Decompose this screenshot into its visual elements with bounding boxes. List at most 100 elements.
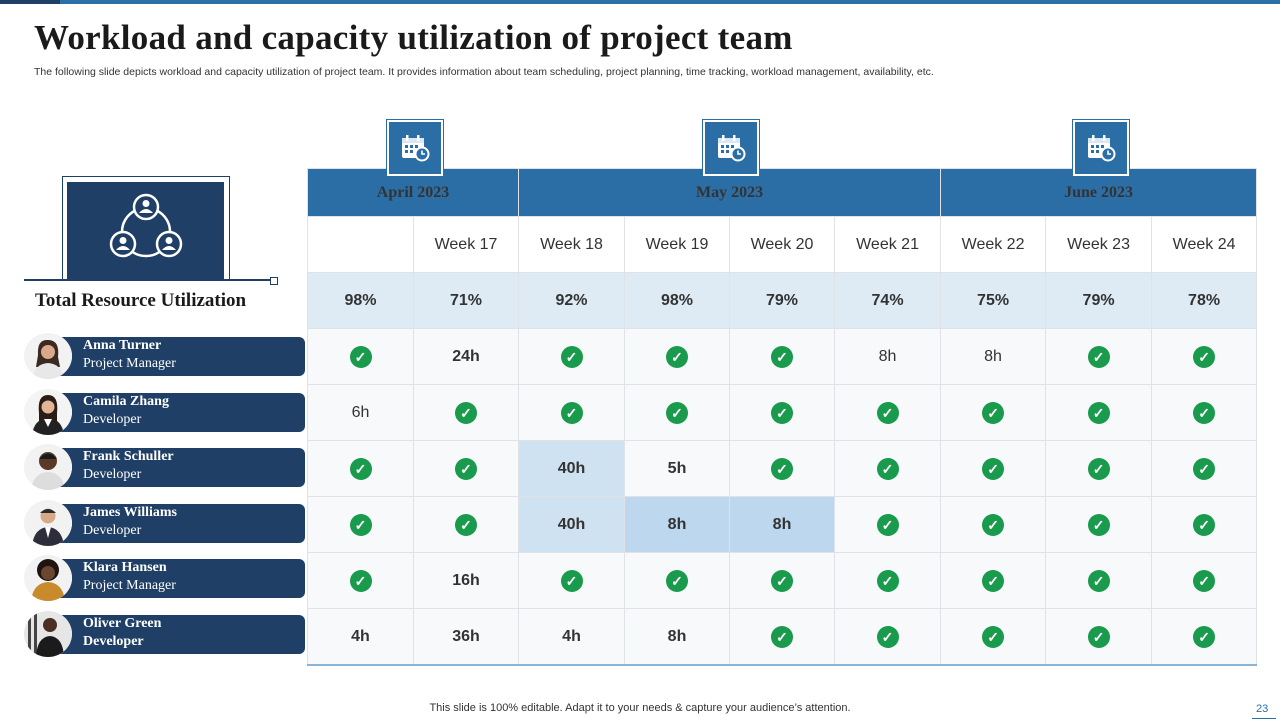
month-header-june: June 2023	[940, 168, 1258, 217]
person-role: Project Manager	[83, 578, 176, 593]
schedule-cell: ✓	[518, 552, 626, 609]
check-circle-icon: ✓	[982, 401, 1005, 424]
utilization-cell: 74%	[834, 272, 942, 329]
person-role: Developer	[83, 412, 142, 427]
person-card-camila-zhang: Camila Zhang Developer	[24, 389, 306, 435]
check-circle-icon: ✓	[1193, 401, 1216, 424]
schedule-cell: ✓	[1151, 552, 1258, 609]
schedule-cell: ✓	[307, 496, 414, 553]
week-header-empty	[307, 216, 414, 273]
check-circle-icon: ✓	[1193, 625, 1216, 648]
check-circle-icon: ✓	[666, 401, 689, 424]
week-header: Week 20	[729, 216, 836, 273]
schedule-cell: ✓	[940, 440, 1047, 497]
schedule-cell: ✓	[834, 384, 942, 441]
schedule-cell: ✓	[624, 328, 731, 385]
table-row-oliver-green: 4h 36h 4h 8h ✓ ✓ ✓ ✓ ✓	[307, 608, 1258, 666]
check-circle-icon: ✓	[982, 457, 1005, 480]
schedule-cell: ✓	[1045, 384, 1153, 441]
person-card-klara-hansen: Klara Hansen Project Manager	[24, 555, 306, 601]
top-accent-bar-dark	[0, 0, 60, 4]
divider-endpoint	[270, 277, 278, 285]
check-circle-icon: ✓	[349, 569, 372, 592]
check-circle-icon: ✓	[771, 625, 794, 648]
check-circle-icon: ✓	[771, 401, 794, 424]
avatar	[24, 444, 72, 490]
check-circle-icon: ✓	[455, 457, 477, 480]
check-circle-icon: ✓	[1193, 345, 1216, 368]
utilization-cell: 79%	[1045, 272, 1153, 329]
table-row-james-williams: ✓ ✓ 40h 8h 8h ✓ ✓ ✓ ✓	[307, 496, 1258, 553]
check-circle-icon: ✓	[1193, 457, 1216, 480]
check-circle-icon: ✓	[982, 569, 1005, 592]
check-circle-icon: ✓	[1087, 513, 1110, 536]
schedule-cell: ✓	[729, 608, 836, 666]
check-circle-icon: ✓	[1087, 457, 1110, 480]
schedule-cell: ✓	[1151, 384, 1258, 441]
schedule-cell: ✓	[834, 440, 942, 497]
schedule-cell: ✓	[518, 328, 626, 385]
week-header: Week 23	[1045, 216, 1153, 273]
week-header-row: Week 17 Week 18 Week 19 Week 20 Week 21 …	[307, 216, 1258, 273]
team-graphic	[67, 182, 224, 280]
schedule-cell: ✓	[412, 496, 520, 553]
check-circle-icon: ✓	[982, 513, 1005, 536]
schedule-cell: ✓	[729, 328, 836, 385]
schedule-cell: 8h	[940, 328, 1047, 385]
week-header: Week 24	[1151, 216, 1258, 273]
table-row-frank-schuller: ✓ ✓ 40h 5h ✓ ✓ ✓ ✓ ✓	[307, 440, 1258, 497]
schedule-cell: ✓	[729, 552, 836, 609]
person-card-frank-schuller: Frank Schuller Developer	[24, 444, 306, 490]
schedule-cell: 6h	[307, 384, 414, 441]
schedule-cell: ✓	[1045, 496, 1153, 553]
utilization-cell: 75%	[940, 272, 1047, 329]
schedule-cell: ✓	[1151, 440, 1258, 497]
check-circle-icon: ✓	[1087, 401, 1110, 424]
schedule-cell: ✓	[1045, 608, 1153, 666]
table-row-camila-zhang: 6h ✓ ✓ ✓ ✓ ✓ ✓ ✓ ✓	[307, 384, 1258, 441]
schedule-cell: ✓	[729, 384, 836, 441]
month-header-april: April 2023	[306, 168, 520, 217]
schedule-cell: 5h	[624, 440, 731, 497]
week-header: Week 19	[624, 216, 731, 273]
schedule-cell: ✓	[834, 608, 942, 666]
avatar	[24, 500, 72, 546]
schedule-cell-highlight: 40h	[518, 440, 626, 497]
schedule-cell: ✓	[412, 384, 520, 441]
utilization-row: 98% 71% 92% 98% 79% 74% 75% 79% 78%	[307, 272, 1258, 329]
footer-note: This slide is 100% editable. Adapt it to…	[429, 702, 851, 714]
schedule-cell: ✓	[412, 440, 520, 497]
schedule-cell: ✓	[729, 440, 836, 497]
schedule-cell: 4h	[307, 608, 414, 666]
schedule-cell: ✓	[624, 552, 731, 609]
schedule-cell: 4h	[518, 608, 626, 666]
person-bar	[54, 448, 305, 487]
week-header: Week 21	[834, 216, 942, 273]
page-number: 23	[1256, 703, 1269, 715]
check-circle-icon: ✓	[876, 457, 899, 480]
schedule-cell: ✓	[1151, 328, 1258, 385]
check-circle-icon: ✓	[771, 457, 794, 480]
schedule-cell: ✓	[307, 552, 414, 609]
person-bar	[54, 337, 305, 376]
utilization-cell: 71%	[412, 272, 520, 329]
person-name: Camila Zhang	[83, 394, 169, 409]
schedule-cell: ✓	[834, 552, 942, 609]
person-card-anna-turner: Anna Turner Project Manager	[24, 333, 306, 379]
utilization-table: April 2023 May 2023 June 2023 Week 17 We…	[306, 168, 1258, 666]
schedule-cell: 8h	[834, 328, 942, 385]
person-role: Project Manager	[83, 356, 176, 371]
schedule-cell: ✓	[1045, 552, 1153, 609]
schedule-cell-highlight: 8h	[729, 496, 836, 553]
page-number-underline	[1252, 718, 1276, 719]
person-name: Anna Turner	[83, 338, 162, 353]
table-row-anna-turner: ✓ 24h ✓ ✓ ✓ 8h 8h ✓ ✓	[307, 328, 1258, 385]
person-name: Oliver Green	[83, 616, 162, 631]
schedule-cell: ✓	[307, 440, 414, 497]
calendar-clock-icon	[1088, 135, 1116, 162]
avatar	[24, 333, 72, 379]
calendar-badge-june	[1073, 120, 1129, 176]
check-circle-icon: ✓	[455, 401, 477, 424]
check-circle-icon: ✓	[666, 345, 689, 368]
team-network-icon	[109, 193, 182, 258]
